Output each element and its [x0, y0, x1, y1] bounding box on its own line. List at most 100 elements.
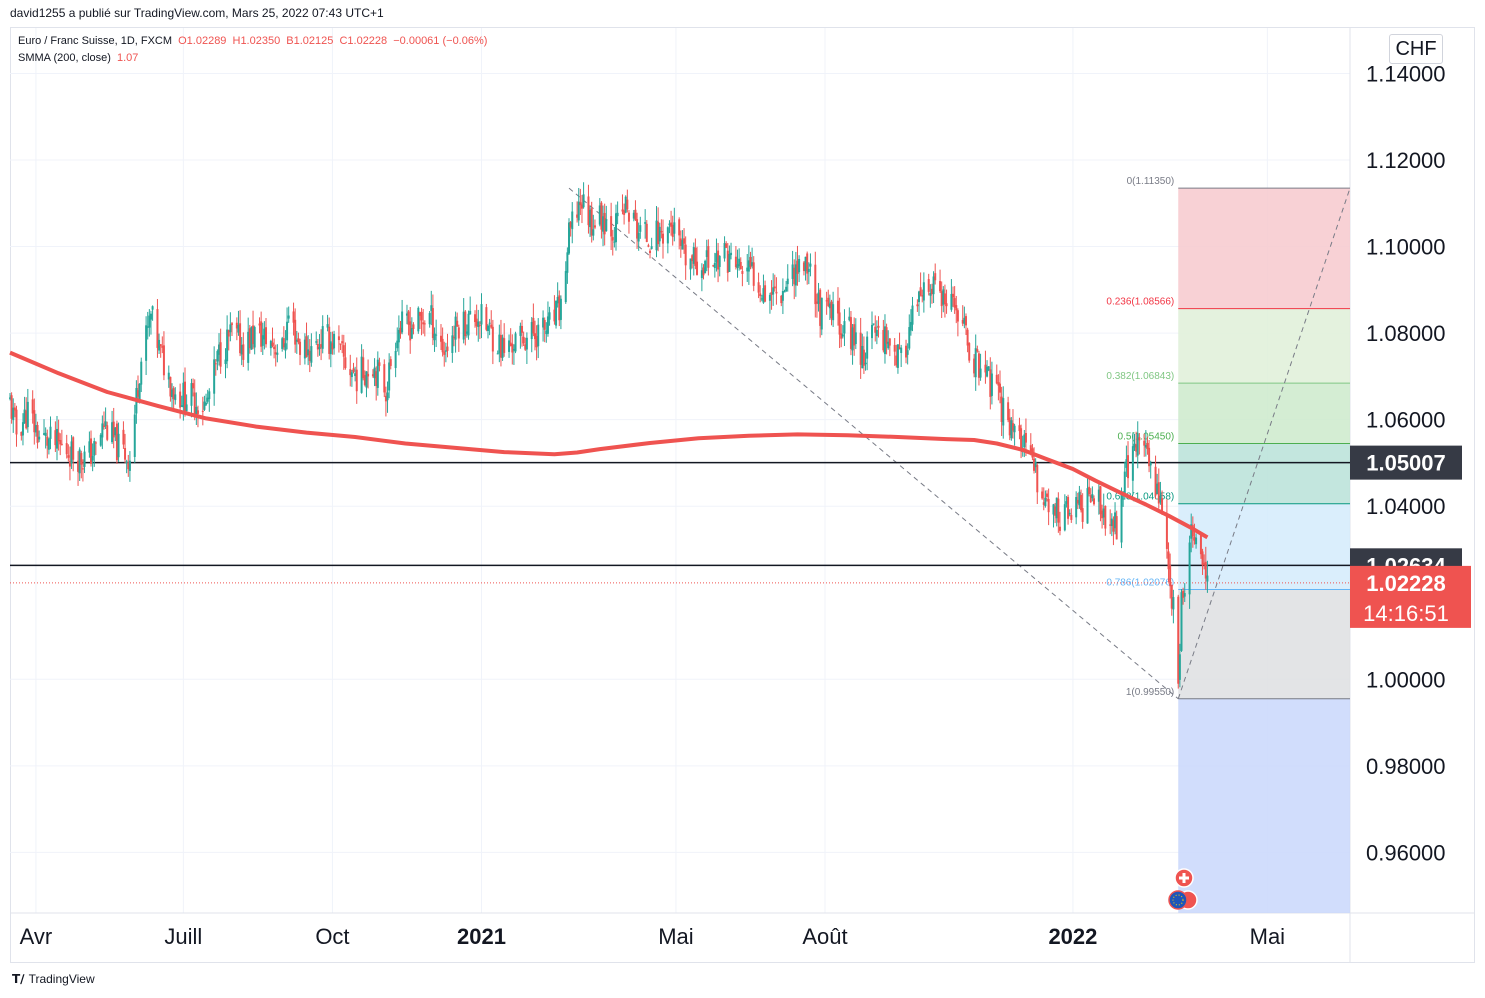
- candle-body: [966, 329, 969, 346]
- candle-body: [1156, 483, 1159, 495]
- candle-body: [577, 201, 580, 221]
- candle-body: [660, 231, 663, 233]
- candle-body: [111, 422, 114, 443]
- candle-body: [655, 220, 658, 251]
- candle-body: [814, 264, 817, 305]
- candle-body: [836, 300, 839, 314]
- candle-body: [786, 278, 789, 285]
- candle-body: [621, 209, 624, 212]
- candle-body: [987, 366, 990, 371]
- candle-body: [224, 359, 227, 365]
- candle-body: [65, 443, 68, 455]
- candle-body: [725, 243, 728, 248]
- candle-body: [83, 451, 86, 467]
- symbol-name[interactable]: Euro / Franc Suisse, 1D, FXCM: [18, 35, 173, 47]
- candle-body: [746, 267, 749, 272]
- candle-body: [295, 339, 298, 342]
- candle-body: [533, 333, 536, 340]
- candle-body: [932, 276, 935, 295]
- candle-body: [407, 311, 410, 325]
- candle-body: [955, 305, 958, 311]
- candle-body: [367, 373, 370, 377]
- candle-body: [587, 196, 590, 226]
- candle-body: [193, 392, 196, 414]
- currency-button[interactable]: CHF: [1389, 34, 1443, 64]
- candle-body: [352, 368, 355, 372]
- candle-body: [564, 271, 567, 303]
- candle-body: [757, 282, 760, 293]
- hline-price-label: 1.05007: [1366, 451, 1446, 476]
- candle-body: [859, 332, 862, 365]
- candle-body: [1127, 455, 1130, 479]
- candle-body: [905, 345, 908, 358]
- candle-body: [916, 304, 919, 307]
- fib-level-label: 0.786(1.02076): [1106, 577, 1174, 588]
- candle-body: [1144, 445, 1147, 448]
- candle-body: [738, 258, 741, 267]
- candle-body: [240, 345, 243, 355]
- candle-body: [508, 340, 511, 352]
- candle-body: [602, 216, 605, 232]
- chart-frame: [10, 27, 1475, 963]
- candle-body: [548, 312, 551, 320]
- candle-body: [940, 291, 943, 307]
- candle-body: [1097, 489, 1100, 502]
- candle-body: [417, 307, 420, 332]
- candle-body: [349, 369, 352, 376]
- candle-body: [806, 253, 809, 274]
- candle-body: [305, 336, 308, 357]
- candle-body: [968, 343, 971, 361]
- candle-body: [1110, 518, 1113, 527]
- fib-level-label: 1(0.99550): [1126, 687, 1174, 698]
- candle-body: [15, 409, 18, 435]
- candle-body: [384, 395, 387, 402]
- candle-body: [684, 244, 687, 266]
- candle-body: [420, 311, 423, 321]
- candle-body: [999, 383, 1002, 393]
- candle-body: [81, 468, 84, 470]
- candle-body: [647, 245, 650, 247]
- candle-body: [922, 282, 925, 301]
- change-value: −0.00061 (−0.06%): [393, 35, 488, 47]
- candle-body: [1206, 575, 1209, 582]
- candle-body: [715, 253, 718, 263]
- candle-body: [114, 427, 117, 436]
- candle-body: [689, 258, 692, 270]
- brand-name: TradingView: [28, 972, 95, 986]
- candle-body: [127, 462, 130, 470]
- candle-body: [376, 359, 379, 388]
- candle-body: [454, 316, 457, 340]
- candle-body: [80, 453, 83, 465]
- candle-body: [734, 256, 737, 268]
- candle-body: [636, 219, 639, 239]
- candle-body: [1036, 465, 1039, 493]
- candle-body: [286, 321, 289, 341]
- candle-body: [874, 326, 877, 333]
- candle-body: [271, 342, 274, 346]
- indicator-legend[interactable]: SMMA (200, close) 1.07: [18, 52, 141, 64]
- candle-body: [1102, 508, 1105, 518]
- candle-body: [1063, 504, 1066, 531]
- candle-body: [26, 401, 29, 428]
- candle-body: [205, 402, 208, 405]
- candle-body: [1033, 458, 1036, 471]
- candle-body: [726, 250, 729, 273]
- candle-body: [768, 294, 771, 301]
- indicator-name[interactable]: SMMA (200, close): [18, 52, 111, 64]
- y-tick-label: 1.04000: [1366, 494, 1446, 519]
- candle-body: [764, 285, 767, 302]
- candle-body: [339, 343, 342, 345]
- symbol-legend[interactable]: Euro / Franc Suisse, 1D, FXCM O1.02289 H…: [18, 35, 490, 47]
- candle-body: [149, 313, 152, 320]
- candle-body: [443, 351, 446, 355]
- candle-body: [265, 327, 268, 345]
- candle-body: [521, 326, 524, 333]
- candle-body: [99, 434, 102, 446]
- candle-body: [137, 390, 140, 397]
- candle-body: [196, 410, 199, 414]
- candle-body: [337, 336, 340, 341]
- candle-body: [307, 349, 310, 356]
- candle-body: [559, 298, 562, 320]
- candle-body: [477, 321, 480, 328]
